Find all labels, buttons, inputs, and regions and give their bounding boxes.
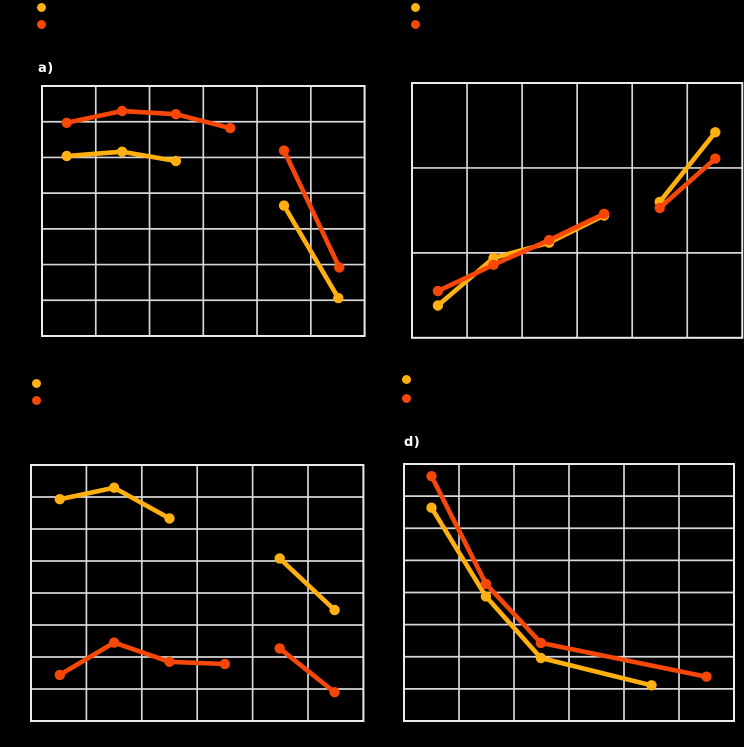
- subplot-label-a: a): [38, 61, 54, 76]
- plot-border: [411, 81, 744, 339]
- red-series-marker: [488, 259, 499, 270]
- orange-series-marker: [116, 146, 127, 157]
- orange-series-marker: [646, 680, 657, 691]
- plot-border: [30, 464, 365, 722]
- legend-dot-orange: [410, 2, 420, 12]
- orange-series-marker: [535, 653, 547, 664]
- plot-border: [403, 463, 736, 723]
- red-series-marker: [710, 153, 721, 164]
- orange-series-line: [657, 129, 718, 204]
- subplot-b: [411, 81, 744, 339]
- red-series-marker: [432, 285, 444, 296]
- red-series-line: [57, 640, 228, 678]
- red-series-line: [435, 211, 607, 294]
- red-series-marker: [278, 145, 289, 156]
- orange-series-marker: [432, 299, 444, 311]
- orange-series-marker: [710, 126, 721, 138]
- orange-series-marker: [332, 292, 344, 304]
- red-series-marker: [598, 208, 610, 219]
- plot-border: [40, 85, 366, 337]
- orange-series-marker: [278, 200, 289, 211]
- legend-dot-red: [31, 395, 41, 405]
- orange-series-line: [435, 212, 607, 308]
- red-series-marker: [701, 671, 712, 683]
- red-series-marker: [543, 234, 555, 245]
- red-series-marker: [224, 122, 236, 134]
- legend-dot-orange: [401, 374, 411, 384]
- red-series-marker: [170, 109, 181, 120]
- red-series-marker: [219, 658, 231, 670]
- red-series-marker: [54, 669, 66, 681]
- red-series-marker: [480, 578, 492, 590]
- red-series-marker: [329, 687, 341, 698]
- orange-series-marker: [54, 494, 66, 505]
- red-series-line: [429, 474, 710, 680]
- red-series-line: [64, 108, 233, 131]
- legend-dot-red: [401, 393, 411, 403]
- red-series-marker: [109, 637, 120, 648]
- red-series-line: [657, 155, 718, 210]
- orange-series-marker: [170, 155, 181, 167]
- subplot-a: [40, 85, 366, 337]
- orange-series-line: [429, 505, 655, 688]
- subplot-d: [403, 463, 736, 723]
- subplot-c: [30, 464, 365, 722]
- orange-series-marker: [61, 150, 72, 162]
- orange-series-marker: [109, 482, 120, 493]
- red-series-marker: [274, 643, 286, 654]
- orange-series-line: [277, 556, 338, 613]
- legend-dot-red: [410, 19, 420, 29]
- red-series-marker: [164, 656, 175, 667]
- red-series-line: [281, 148, 342, 270]
- red-series-marker: [535, 637, 547, 649]
- legend-dot-red: [36, 19, 46, 29]
- red-series-line: [277, 646, 338, 695]
- orange-series-line: [281, 203, 341, 301]
- orange-series-marker: [329, 604, 341, 616]
- subplot-label-d: d): [404, 435, 421, 450]
- red-series-marker: [654, 202, 665, 213]
- red-series-marker: [61, 117, 72, 128]
- legend-dot-orange: [36, 2, 46, 12]
- red-series-marker: [426, 471, 437, 482]
- orange-series-marker: [164, 513, 175, 524]
- legend-dot-orange: [31, 378, 41, 388]
- orange-series-marker: [274, 553, 286, 564]
- orange-series-marker: [426, 502, 437, 514]
- red-series-marker: [333, 262, 345, 273]
- red-series-marker: [116, 105, 127, 117]
- orange-series-marker: [480, 591, 492, 602]
